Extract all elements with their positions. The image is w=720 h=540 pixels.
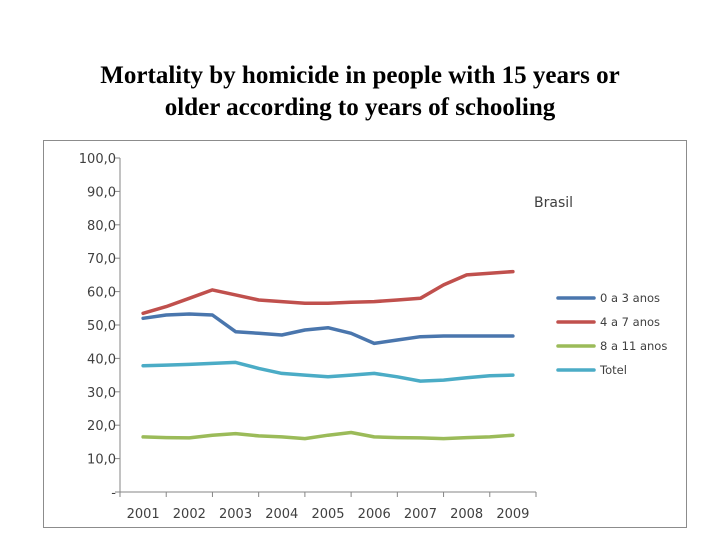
series-line-1: [141, 312, 515, 346]
series-line-4: [141, 360, 515, 383]
legend-label: 8 a 11 anos: [600, 339, 667, 353]
legend: 0 a 3 anos 4 a 7 anos 8 a 11 anos Totel: [556, 291, 667, 377]
y-tick-label: 10,0: [87, 453, 116, 468]
line-chart: - 10,0 20,0 30,0 40,0 50,0 60,0 70,0 80,0 90,0 100…: [79, 152, 668, 522]
legend-label: 4 a 7 anos: [600, 315, 660, 329]
chart-title: Brasil: [534, 195, 573, 211]
y-tick-label: 100,0: [79, 152, 116, 167]
y-tick-label: 40,0: [87, 352, 116, 367]
legend-label: Totel: [599, 363, 627, 377]
y-tick-label: 70,0: [87, 252, 116, 267]
x-tick-label: 2001: [127, 507, 160, 522]
series-line-3: [141, 430, 515, 441]
axes-layer: - 10,0 20,0 30,0 40,0 50,0 60,0 70,0 80,0 90,0 100…: [79, 152, 537, 522]
x-tick-label: 2007: [404, 507, 437, 522]
x-tick-label: 2008: [450, 507, 483, 522]
series-layer: [141, 269, 515, 441]
slide-title-line-2: older according to years of schooling: [164, 94, 556, 121]
series-line-2: [141, 269, 515, 316]
y-tick-label: 60,0: [87, 286, 116, 301]
chart-frame: - 10,0 20,0 30,0 40,0 50,0 60,0 70,0 80,0 90,0 100…: [43, 140, 687, 528]
x-tick-label: 2009: [496, 507, 529, 522]
y-tick-label: -: [111, 486, 116, 501]
x-tick-label: 2006: [358, 507, 391, 522]
y-tick-label: 80,0: [87, 219, 116, 234]
y-tick-label: 90,0: [87, 185, 116, 200]
x-tick-label: 2005: [311, 507, 344, 522]
y-tick-label: 20,0: [87, 419, 116, 434]
x-tick-label: 2004: [265, 507, 298, 522]
x-tick-label: 2003: [219, 507, 252, 522]
slide-title-line-1: Mortality by homicide in people with 15 …: [100, 62, 620, 89]
x-tick-label: 2002: [173, 507, 206, 522]
y-tick-label: 30,0: [87, 386, 116, 401]
legend-label: 0 a 3 anos: [600, 291, 660, 305]
y-tick-label: 50,0: [87, 319, 116, 334]
slide-title: Mortality by homicide in people with 15 …: [60, 60, 660, 124]
